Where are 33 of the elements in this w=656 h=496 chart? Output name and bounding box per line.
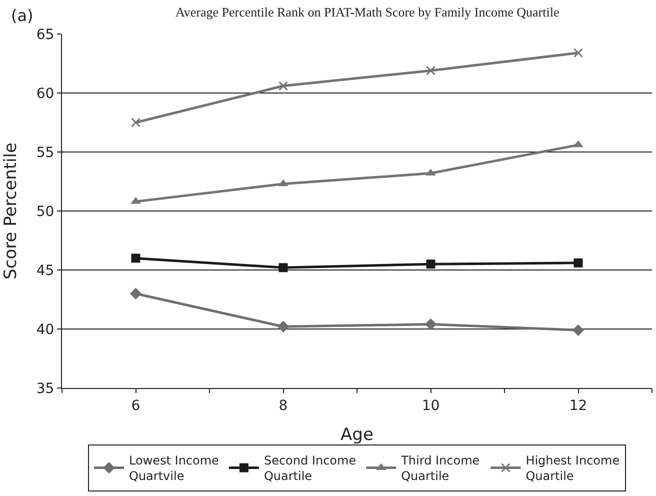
legend-label: Third Income Quartile — [400, 454, 480, 484]
x-tick-label: 6 — [131, 398, 140, 414]
y-tick-label: 35 — [36, 380, 54, 397]
x-tick-label: 12 — [569, 398, 588, 414]
point — [131, 118, 140, 128]
point — [573, 140, 584, 148]
legend-label: Second Income Quartile — [264, 454, 356, 484]
point — [574, 48, 583, 58]
point — [426, 66, 436, 76]
legend-label: Highest Income Quartile — [526, 454, 620, 484]
point — [424, 318, 437, 330]
point — [278, 179, 288, 186]
point — [278, 81, 288, 91]
x-tick-label: 10 — [422, 398, 440, 414]
y-tick-label: 50 — [36, 204, 54, 220]
y-tick-label: 55 — [36, 144, 54, 161]
text: (a) — [11, 6, 34, 25]
point — [426, 260, 436, 269]
point — [130, 288, 142, 300]
x-tick-label: 8 — [278, 398, 288, 414]
point — [278, 263, 288, 272]
point — [277, 320, 290, 332]
y-tick-label: 45 — [36, 262, 54, 279]
x-axis-title: Age — [340, 425, 374, 446]
point — [131, 254, 140, 263]
y-tick-label: 60 — [36, 86, 54, 102]
y-tick-label: 40 — [36, 322, 54, 338]
point — [572, 324, 584, 336]
legend-label: Lowest Income Quartvile — [129, 454, 219, 484]
point — [574, 258, 583, 268]
chart-title: Average Percentile Rank on PIAT-Math Score by Family Income Quartile — [175, 4, 560, 20]
y-tick-label: 65 — [36, 26, 54, 43]
y-axis-title: Score Percentile — [0, 142, 21, 280]
